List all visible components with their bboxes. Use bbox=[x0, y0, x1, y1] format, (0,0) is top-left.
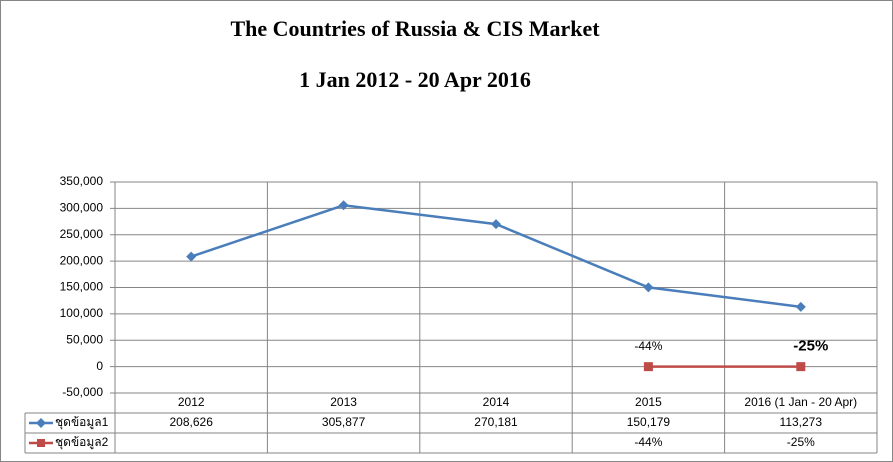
chart-subtitle: 1 Jan 2012 - 20 Apr 2016 bbox=[299, 67, 531, 92]
y-tick-label: 250,000 bbox=[60, 227, 104, 241]
legend-label: ชุดข้อมูล1 bbox=[55, 415, 109, 430]
marker bbox=[338, 200, 349, 211]
table-value: 305,877 bbox=[322, 415, 366, 429]
data-label: -44% bbox=[634, 339, 662, 353]
x-tick-label: 2016 (1 Jan - 20 Apr) bbox=[744, 395, 857, 409]
chart-title: The Countries of Russia & CIS Market bbox=[230, 16, 600, 41]
y-tick-label: 50,000 bbox=[66, 332, 103, 346]
marker bbox=[643, 282, 654, 293]
y-tick-label: 300,000 bbox=[60, 201, 104, 215]
marker bbox=[643, 362, 653, 372]
data-label: -25% bbox=[793, 338, 828, 355]
table-value: -44% bbox=[634, 435, 662, 449]
y-tick-label: 100,000 bbox=[60, 306, 104, 320]
x-tick-label: 2012 bbox=[178, 395, 205, 409]
x-tick-label: 2014 bbox=[483, 395, 510, 409]
table-value: 113,273 bbox=[780, 415, 823, 429]
marker bbox=[796, 362, 806, 372]
legend-marker bbox=[37, 439, 45, 447]
y-tick-label: 200,000 bbox=[60, 253, 104, 267]
y-tick-label: 0 bbox=[96, 359, 103, 373]
table-value: 150,179 bbox=[627, 415, 671, 429]
y-tick-label: 350,000 bbox=[60, 174, 104, 188]
legend-label: ชุดข้อมูล2 bbox=[55, 435, 109, 450]
table-value: -25% bbox=[787, 435, 815, 449]
table-value: 208,626 bbox=[170, 415, 214, 429]
marker bbox=[491, 219, 501, 230]
marker bbox=[186, 251, 197, 262]
y-tick-label: 150,000 bbox=[60, 280, 104, 294]
y-tick-label: -50,000 bbox=[62, 385, 103, 399]
marker bbox=[795, 301, 806, 312]
table-value: 270,181 bbox=[474, 415, 518, 429]
legend-marker bbox=[36, 418, 46, 428]
x-tick-label: 2015 bbox=[635, 395, 662, 409]
x-tick-label: 2013 bbox=[330, 395, 357, 409]
